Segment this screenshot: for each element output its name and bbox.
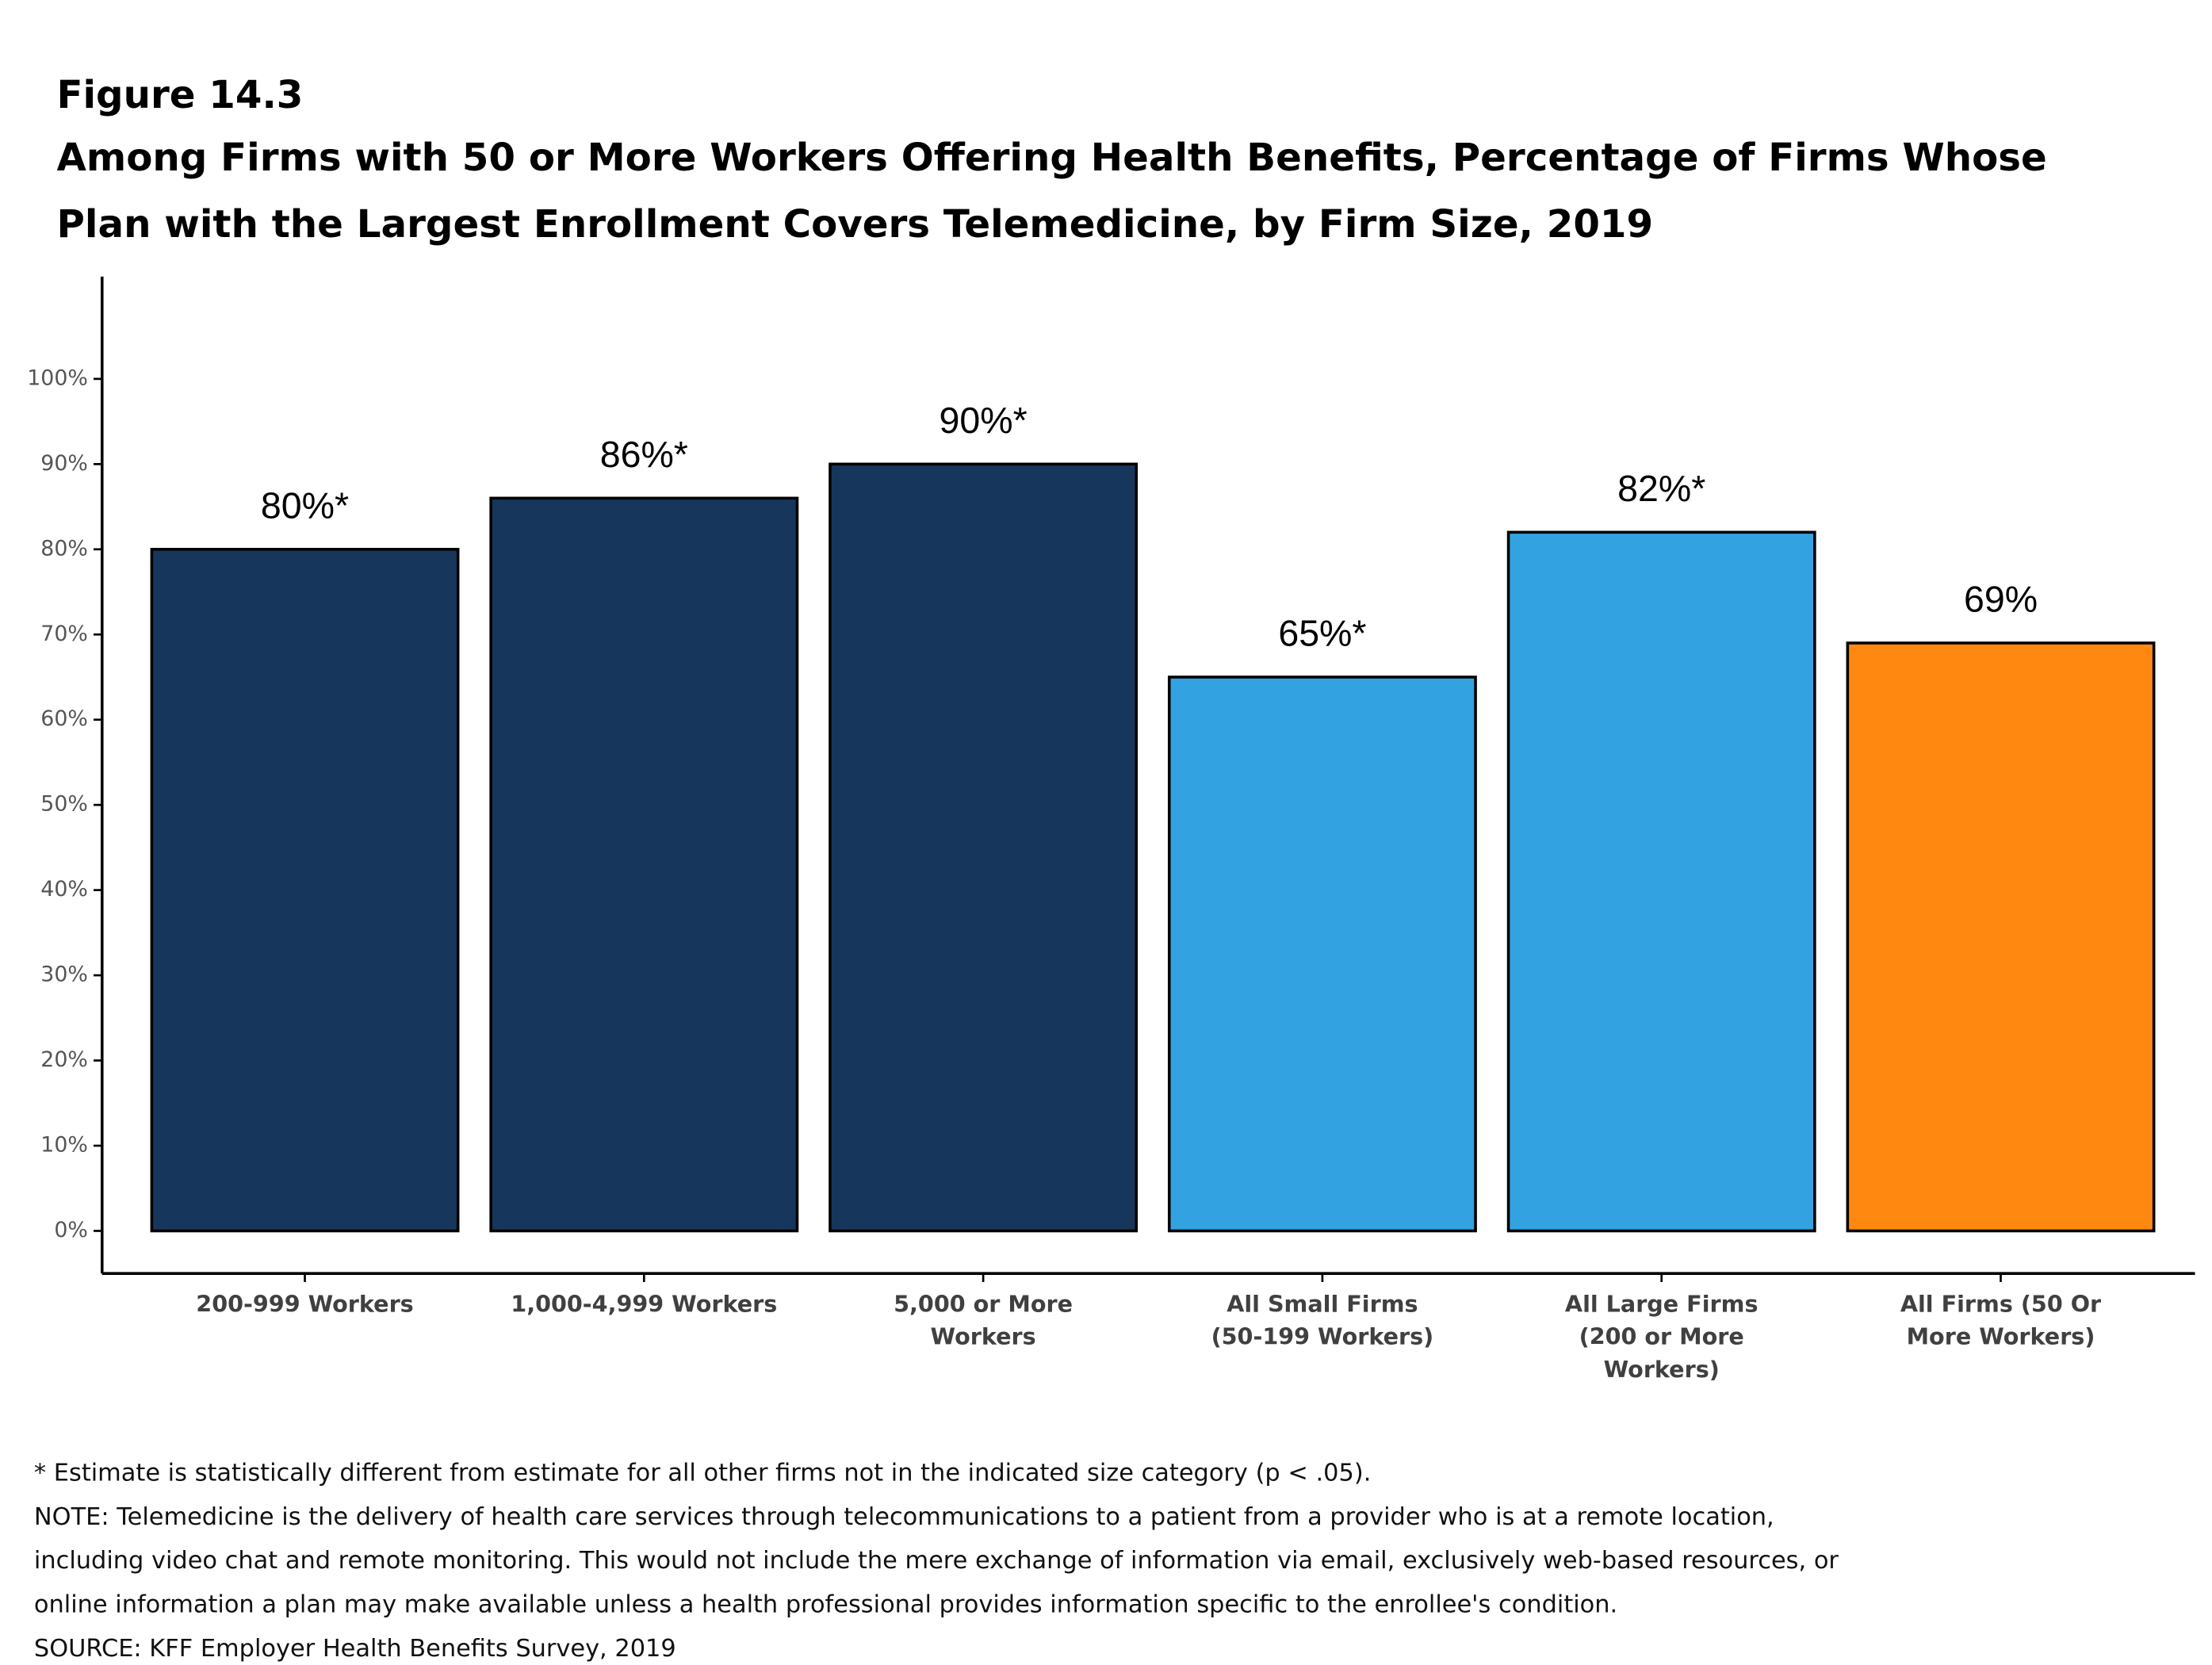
y-tick-label: 60% [40, 706, 88, 731]
footnote: SOURCE: KFF Employer Health Benefits Sur… [34, 1635, 676, 1663]
bar [829, 462, 1139, 1233]
figure-label: Figure 14.3 [57, 73, 304, 117]
y-tick-label: 100% [27, 366, 88, 390]
chart-title: Among Firms with 50 or More Workers Offe… [56, 136, 2047, 247]
value-label: 82%* [1617, 468, 1705, 509]
value-label: 65%* [1278, 613, 1366, 654]
x-tick-label-box: 1,000-4,999 Workers [511, 1290, 778, 1318]
x-tick-label: All Large Firms (200 or More Workers) [1564, 1290, 1759, 1383]
x-tick-label-box: All Small Firms (50-199 Workers) [1211, 1290, 1434, 1350]
x-tick-label-box: All Large Firms (200 or More Workers) [1564, 1290, 1759, 1383]
footnote: including video chat and remote monitori… [34, 1547, 1839, 1575]
y-tick-label: 80% [40, 536, 88, 561]
x-tick-label-box: 200-999 Workers [196, 1290, 414, 1318]
bar [1167, 676, 1477, 1233]
bar [1506, 530, 1816, 1233]
y-tick-label: 0% [54, 1218, 88, 1242]
value-label: 80%* [261, 484, 349, 526]
y-tick-label: 30% [40, 963, 88, 987]
y-tick-label: 40% [40, 877, 88, 901]
y-tick-label: 50% [40, 792, 88, 817]
value-label: 90%* [940, 400, 1028, 441]
x-tick-label: 200-999 Workers [196, 1290, 414, 1318]
bar [150, 548, 460, 1233]
x-tick-label-box: 5,000 or More Workers [894, 1290, 1073, 1350]
x-tick-label-box: All Firms (50 Or More Workers) [1900, 1290, 2102, 1350]
bar [1846, 641, 2156, 1233]
x-tick-label: 1,000-4,999 Workers [511, 1290, 778, 1318]
footnote: * Estimate is statistically different fr… [34, 1459, 1371, 1487]
value-label: 86%* [600, 434, 688, 475]
footnote: online information a plan may make avail… [34, 1591, 1617, 1619]
y-tick-label: 90% [40, 451, 88, 476]
bar [489, 496, 799, 1233]
footnote: NOTE: Telemedicine is the delivery of he… [34, 1503, 1774, 1531]
x-tick-label: All Small Firms (50-199 Workers) [1211, 1290, 1434, 1350]
x-tick-label: All Firms (50 Or More Workers) [1900, 1290, 2102, 1350]
value-label: 69% [1964, 579, 2038, 620]
x-tick-label: 5,000 or More Workers [894, 1290, 1073, 1350]
y-tick-label: 20% [40, 1047, 88, 1072]
title-box: Among Firms with 50 or More Workers Offe… [56, 136, 2047, 247]
y-tick-label: 10% [40, 1133, 88, 1158]
y-tick-label: 70% [40, 622, 88, 646]
